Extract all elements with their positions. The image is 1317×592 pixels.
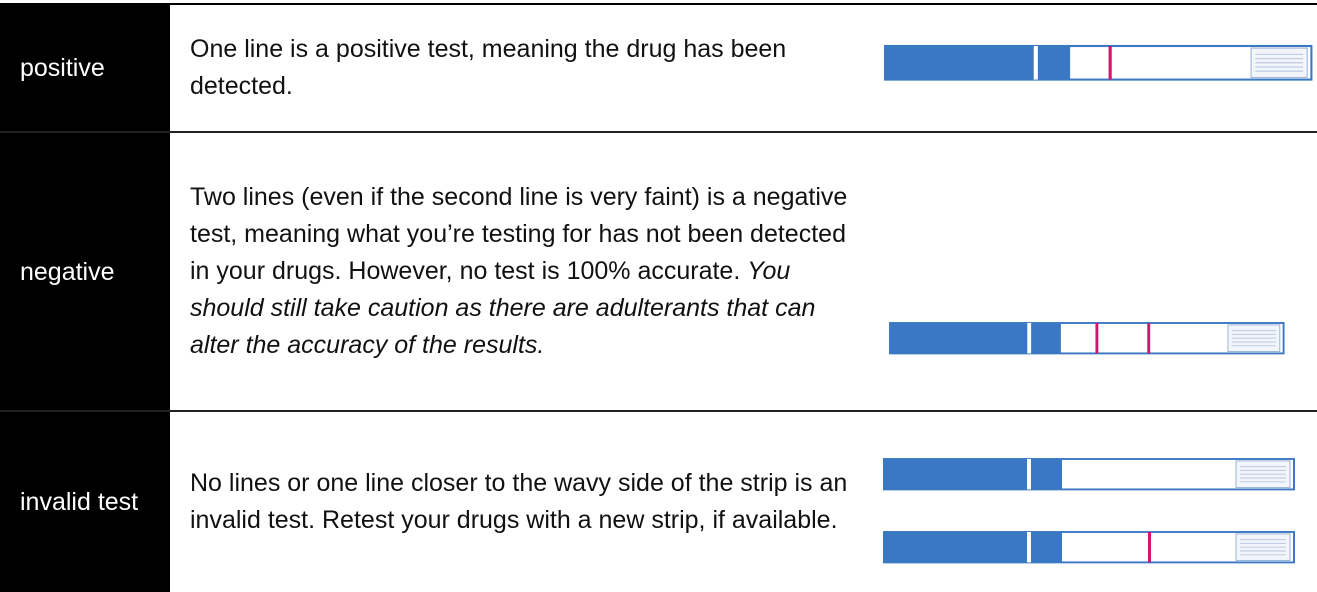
row-label: invalid test — [0, 412, 170, 592]
row-description: One line is a positive test, meaning the… — [170, 5, 860, 131]
row: invalid test No lines or one line closer… — [0, 412, 1317, 592]
label-text: positive — [20, 51, 105, 85]
row: negative Two lines (even if the second l… — [0, 133, 1317, 412]
row-description: Two lines (even if the second line is ve… — [170, 133, 860, 410]
row-label: positive — [0, 5, 170, 131]
description-text: One line is a positive test, meaning the… — [190, 35, 786, 100]
row: positive One line is a positive test, me… — [0, 5, 1317, 133]
label-text: invalid test — [20, 485, 138, 519]
description-text: No lines or one line closer to the wavy … — [190, 469, 847, 534]
row-label: negative — [0, 133, 170, 410]
label-text: negative — [20, 255, 115, 289]
page: positive One line is a positive test, me… — [0, 0, 1317, 592]
row-description: No lines or one line closer to the wavy … — [170, 412, 860, 592]
